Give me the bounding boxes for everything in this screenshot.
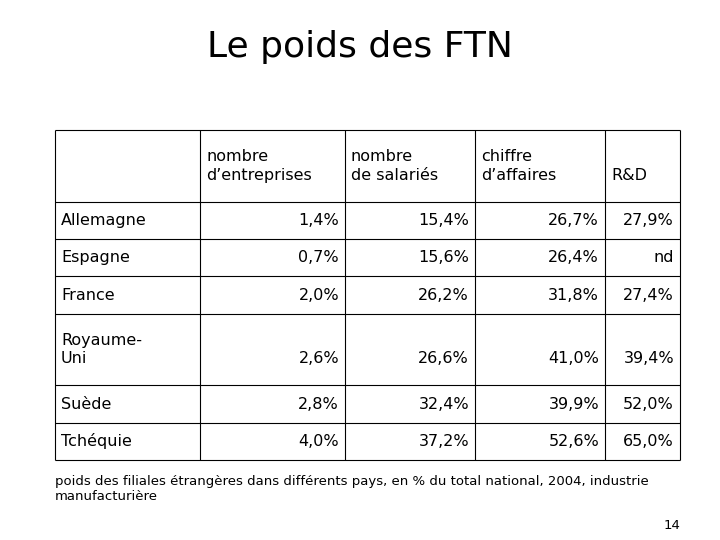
Text: 15,4%: 15,4% (418, 213, 469, 228)
Text: nombre: nombre (206, 149, 268, 164)
Text: 52,0%: 52,0% (624, 396, 674, 411)
Text: 0,7%: 0,7% (298, 250, 339, 265)
Text: France: France (61, 287, 114, 302)
Text: Allemagne: Allemagne (61, 213, 147, 228)
Text: 14: 14 (663, 519, 680, 532)
Text: 26,7%: 26,7% (548, 213, 599, 228)
Text: Espagne: Espagne (61, 250, 130, 265)
Text: de salariés: de salariés (351, 168, 438, 183)
Text: nombre: nombre (351, 149, 413, 164)
Text: 26,6%: 26,6% (418, 352, 469, 366)
Text: 2,0%: 2,0% (298, 287, 339, 302)
Text: 65,0%: 65,0% (624, 434, 674, 449)
Text: Uni: Uni (61, 352, 87, 366)
Text: d’affaires: d’affaires (481, 168, 557, 183)
Text: chiffre: chiffre (481, 149, 532, 164)
Text: 52,6%: 52,6% (548, 434, 599, 449)
Text: 2,8%: 2,8% (298, 396, 339, 411)
Text: R&D: R&D (611, 168, 647, 183)
Text: 27,9%: 27,9% (624, 213, 674, 228)
Text: 15,6%: 15,6% (418, 250, 469, 265)
Text: 39,9%: 39,9% (549, 396, 599, 411)
Text: 37,2%: 37,2% (418, 434, 469, 449)
Text: 26,2%: 26,2% (418, 287, 469, 302)
Text: Royaume-: Royaume- (61, 333, 142, 348)
Text: 39,4%: 39,4% (624, 352, 674, 366)
Text: Tchéquie: Tchéquie (61, 433, 132, 449)
Text: 2,6%: 2,6% (298, 352, 339, 366)
Text: Le poids des FTN: Le poids des FTN (207, 30, 513, 64)
Text: 27,4%: 27,4% (624, 287, 674, 302)
Text: 41,0%: 41,0% (548, 352, 599, 366)
Text: 31,8%: 31,8% (548, 287, 599, 302)
Text: 26,4%: 26,4% (548, 250, 599, 265)
Text: manufacturière: manufacturière (55, 490, 158, 503)
Text: 4,0%: 4,0% (298, 434, 339, 449)
Text: d’entreprises: d’entreprises (206, 168, 312, 183)
Text: 32,4%: 32,4% (418, 396, 469, 411)
Text: nd: nd (654, 250, 674, 265)
Text: Suède: Suède (61, 396, 112, 411)
Text: poids des filiales étrangères dans différents pays, en % du total national, 2004: poids des filiales étrangères dans diffé… (55, 475, 649, 488)
Text: 1,4%: 1,4% (298, 213, 339, 228)
